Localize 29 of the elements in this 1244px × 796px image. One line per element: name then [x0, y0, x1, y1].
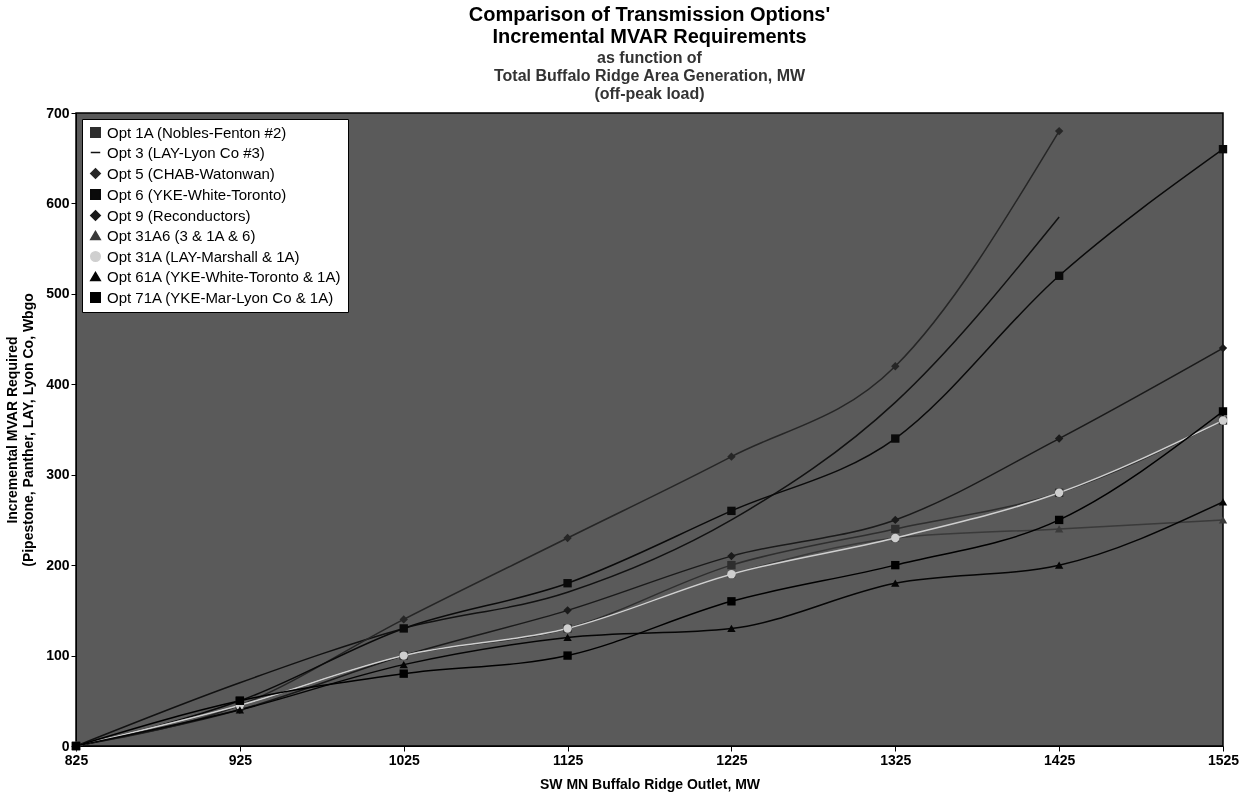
x-tick-label: 1025	[388, 751, 420, 768]
y-tick-label: 700	[46, 104, 70, 121]
x-tick-label: 1525	[1207, 751, 1240, 768]
x-tick-label: 825	[64, 751, 89, 768]
legend-label: Opt 5 (CHAB-Watonwan)	[107, 164, 275, 182]
legend-label: Opt 1A (Nobles-Fenton #2)	[107, 123, 287, 141]
legend-label: Opt 31A6 (3 & 1A & 6)	[107, 226, 256, 244]
legend-label: Opt 9 (Reconductors)	[107, 206, 251, 224]
chart-title: Comparison of Transmission Options' Incremental MVAR Requirements	[468, 3, 831, 47]
x-tick-label: 1325	[880, 751, 912, 768]
x-tick-label: 925	[228, 751, 253, 768]
y-tick-label: 100	[46, 647, 70, 664]
legend-label: Opt 71A (YKE-Mar-Lyon Co & 1A)	[107, 288, 334, 306]
chart-subtitle: as function of Total Buffalo Ridge Area Generation, MW (off-peak load)	[493, 49, 806, 102]
x-axis-title: SW MN Buffalo Ridge Outlet, MW	[539, 775, 761, 792]
x-tick-label: 1225	[716, 751, 748, 768]
y-tick-label: 300	[46, 466, 70, 483]
y-axis-title: Incremental MVAR Required (Pipestone, Panther, LAY, Lyon Co, Wbgo	[4, 293, 37, 567]
x-tick-label: 1125	[552, 751, 584, 768]
y-tick-label: 200	[46, 556, 70, 573]
legend-label: Opt 6 (YKE-White-Toronto)	[107, 185, 287, 203]
legend-label: Opt 31A (LAY-Marshall & 1A)	[107, 247, 300, 265]
y-tick-label: 600	[46, 194, 70, 211]
y-tick-label: 400	[46, 375, 70, 392]
x-tick-label: 1425	[1044, 751, 1076, 768]
y-tick-label: 0	[61, 737, 70, 754]
y-tick-label: 500	[46, 285, 70, 302]
legend-label: Opt 3 (LAY-Lyon Co #3)	[107, 143, 265, 161]
legend-label: Opt 61A (YKE-White-Toronto & 1A)	[107, 267, 341, 285]
